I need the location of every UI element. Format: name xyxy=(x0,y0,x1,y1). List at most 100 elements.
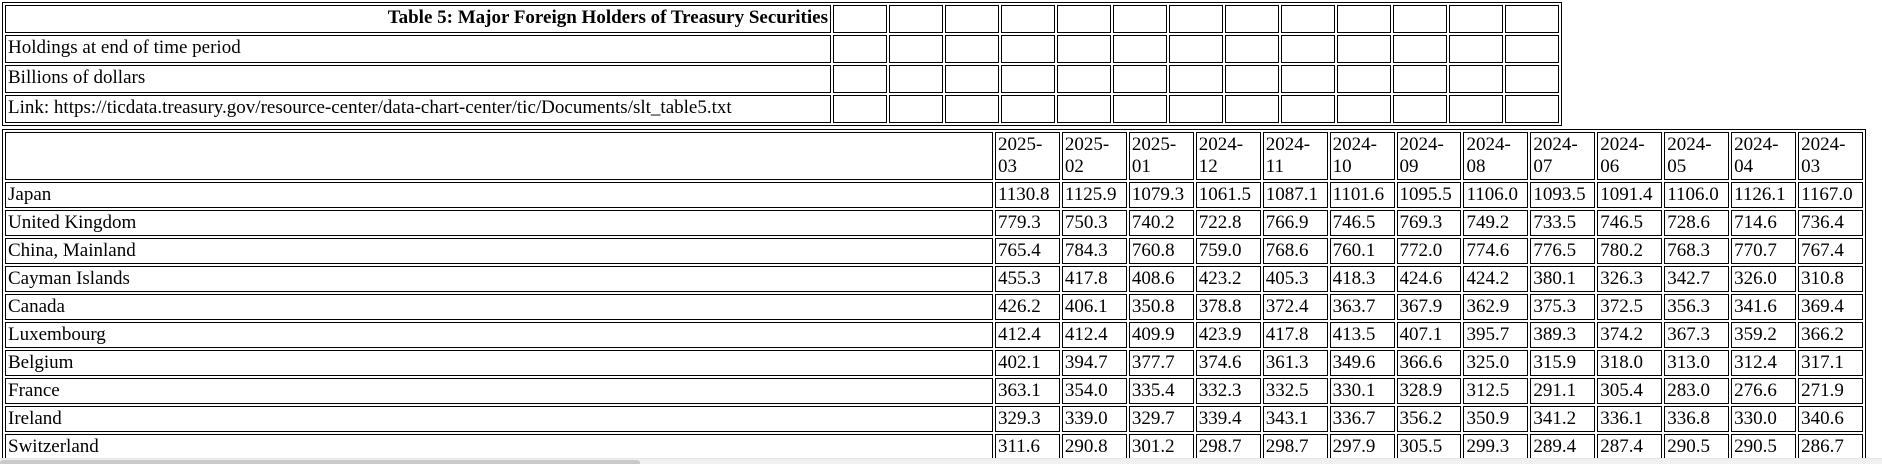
holding-value: 759.0 xyxy=(1195,238,1261,264)
holding-value: 740.2 xyxy=(1128,210,1194,236)
holding-value: 366.6 xyxy=(1396,350,1462,376)
holding-value: 339.4 xyxy=(1195,406,1261,432)
holding-value: 299.3 xyxy=(1463,434,1529,460)
holding-value: 1079.3 xyxy=(1128,182,1194,208)
empty-cell xyxy=(1225,65,1279,93)
empty-cell xyxy=(1281,95,1335,123)
empty-cell xyxy=(1393,35,1447,63)
empty-cell xyxy=(1169,35,1223,63)
column-header-date: 2024-03 xyxy=(1798,132,1863,180)
holding-value: 760.1 xyxy=(1329,238,1395,264)
empty-cell xyxy=(1505,65,1559,93)
holding-value: 772.0 xyxy=(1396,238,1462,264)
holding-value: 722.8 xyxy=(1195,210,1261,236)
holding-value: 770.7 xyxy=(1731,238,1797,264)
holding-value: 728.6 xyxy=(1664,210,1730,236)
date-header-row: 2025-03 2025-02 2025-01 2024-12 2024-11 2024-… xyxy=(5,132,1863,180)
holding-value: 330.0 xyxy=(1731,406,1797,432)
holding-value: 328.9 xyxy=(1396,378,1462,404)
holding-value: 394.7 xyxy=(1061,350,1127,376)
holding-value: 363.1 xyxy=(995,378,1060,404)
holding-value: 1061.5 xyxy=(1195,182,1261,208)
holding-value: 1101.6 xyxy=(1329,182,1395,208)
holding-value: 326.0 xyxy=(1731,266,1797,292)
holding-value: 377.7 xyxy=(1128,350,1194,376)
holding-value: 402.1 xyxy=(995,350,1060,376)
column-header-date: 2024-12 xyxy=(1195,132,1261,180)
horizontal-scrollbar-thumb[interactable] xyxy=(0,460,640,464)
holding-value: 412.4 xyxy=(995,322,1060,348)
holding-value: 290.5 xyxy=(1731,434,1797,460)
empty-cell xyxy=(1057,95,1111,123)
empty-cell xyxy=(1001,35,1055,63)
empty-cell xyxy=(1225,95,1279,123)
column-header-date: 2024-05 xyxy=(1664,132,1730,180)
country-label: United Kingdom xyxy=(5,210,993,236)
holding-value: 330.1 xyxy=(1329,378,1395,404)
table-row: Luxembourg 412.4 412.4 409.9 423.9 417.8 413.5… xyxy=(5,322,1863,348)
country-label: Canada xyxy=(5,294,993,320)
holding-value: 359.2 xyxy=(1731,322,1797,348)
holding-value: 301.2 xyxy=(1128,434,1194,460)
info-title-row: Table 5: Major Foreign Holders of Treasu… xyxy=(5,5,1559,33)
holding-value: 776.5 xyxy=(1530,238,1596,264)
info-note-text: Holdings at end of time period xyxy=(5,35,831,63)
holding-value: 1095.5 xyxy=(1396,182,1462,208)
country-label: Cayman Islands xyxy=(5,266,993,292)
column-header-date: 2024-11 xyxy=(1262,132,1328,180)
holding-value: 339.0 xyxy=(1061,406,1127,432)
date-header-spacer-cell xyxy=(5,132,993,180)
holding-value: 1130.8 xyxy=(995,182,1060,208)
empty-cell xyxy=(1393,95,1447,123)
column-header-date: 2024-10 xyxy=(1329,132,1395,180)
column-header-date: 2024-08 xyxy=(1463,132,1529,180)
holding-value: 424.6 xyxy=(1396,266,1462,292)
empty-cell xyxy=(889,5,943,33)
empty-cell xyxy=(1001,5,1055,33)
info-note-row: Billions of dollars xyxy=(5,65,1559,93)
empty-cell xyxy=(889,95,943,123)
holding-value: 356.2 xyxy=(1396,406,1462,432)
holding-value: 342.7 xyxy=(1664,266,1730,292)
holding-value: 767.4 xyxy=(1798,238,1863,264)
holding-value: 317.1 xyxy=(1798,350,1863,376)
holding-value: 343.1 xyxy=(1262,406,1328,432)
holding-value: 784.3 xyxy=(1061,238,1127,264)
info-note-row: Link: https://ticdata.treasury.gov/resou… xyxy=(5,95,1559,123)
holding-value: 374.6 xyxy=(1195,350,1261,376)
holding-value: 413.5 xyxy=(1329,322,1395,348)
holding-value: 1167.0 xyxy=(1798,182,1863,208)
column-header-date: 2024-06 xyxy=(1597,132,1663,180)
holding-value: 769.3 xyxy=(1396,210,1462,236)
holding-value: 1093.5 xyxy=(1530,182,1596,208)
empty-cell xyxy=(1001,95,1055,123)
holding-value: 736.4 xyxy=(1798,210,1863,236)
holding-value: 350.9 xyxy=(1463,406,1529,432)
holding-value: 276.6 xyxy=(1731,378,1797,404)
info-note-row: Holdings at end of time period xyxy=(5,35,1559,63)
country-label: Ireland xyxy=(5,406,993,432)
holding-value: 380.1 xyxy=(1530,266,1596,292)
empty-cell xyxy=(833,5,887,33)
holding-value: 313.0 xyxy=(1664,350,1730,376)
holding-value: 406.1 xyxy=(1061,294,1127,320)
holding-value: 423.9 xyxy=(1195,322,1261,348)
empty-cell xyxy=(833,95,887,123)
holding-value: 298.7 xyxy=(1195,434,1261,460)
holding-value: 733.5 xyxy=(1530,210,1596,236)
empty-cell xyxy=(833,65,887,93)
holding-value: 780.2 xyxy=(1597,238,1663,264)
holding-value: 350.8 xyxy=(1128,294,1194,320)
holding-value: 412.4 xyxy=(1061,322,1127,348)
holding-value: 1125.9 xyxy=(1061,182,1127,208)
holding-value: 426.2 xyxy=(995,294,1060,320)
empty-cell xyxy=(1113,95,1167,123)
country-label: Switzerland xyxy=(5,434,993,460)
empty-cell xyxy=(945,5,999,33)
holding-value: 336.1 xyxy=(1597,406,1663,432)
holding-value: 329.3 xyxy=(995,406,1060,432)
holding-value: 389.3 xyxy=(1530,322,1596,348)
info-note-text: Link: https://ticdata.treasury.gov/resou… xyxy=(5,95,831,123)
holding-value: 305.4 xyxy=(1597,378,1663,404)
horizontal-scrollbar[interactable] xyxy=(0,458,1882,464)
